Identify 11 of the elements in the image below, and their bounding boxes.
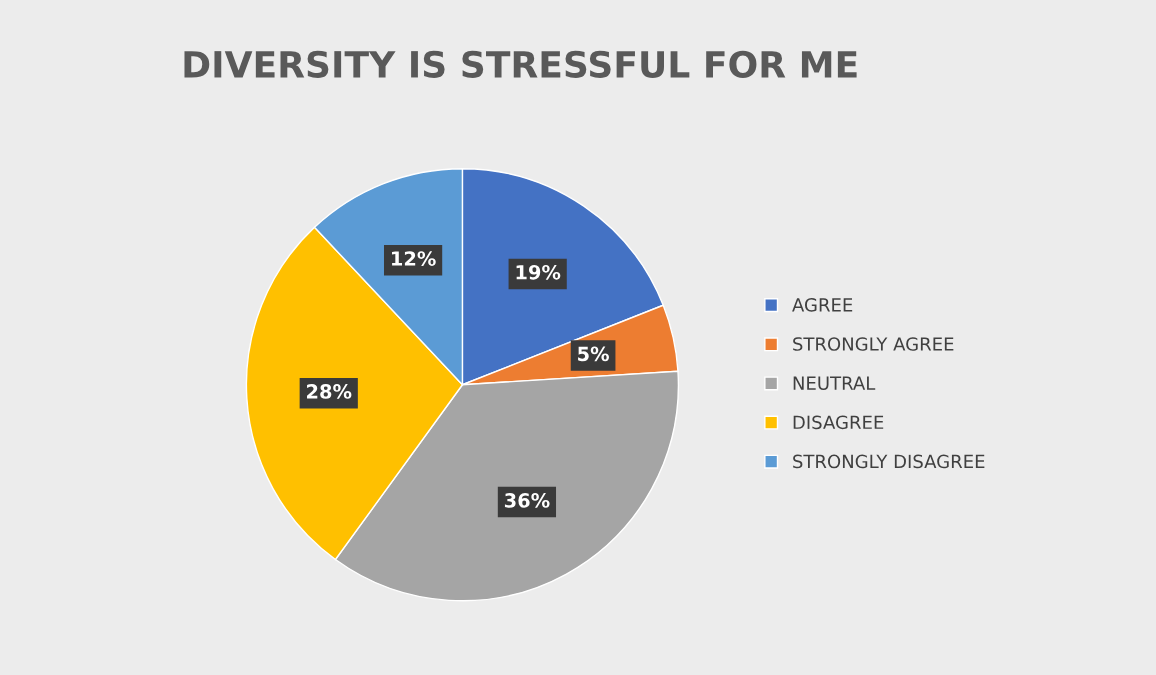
data-label: 19% [516,264,561,280]
legend-label: STRONGLY AGREE [793,337,954,351]
data-label: 28% [307,384,352,399]
data-label: 5% [578,346,609,362]
legend-label: AGREE [792,298,853,312]
legend-label: DISAGREE [793,415,884,430]
legend-label: NEUTRAL [793,376,876,390]
chart-title: DIVERSITY IS STRESSFUL FOR ME [184,50,857,78]
legend-label: STRONGLY DISAGREE [793,454,985,469]
data-label: 36% [504,493,550,508]
data-label: 12% [392,251,436,266]
